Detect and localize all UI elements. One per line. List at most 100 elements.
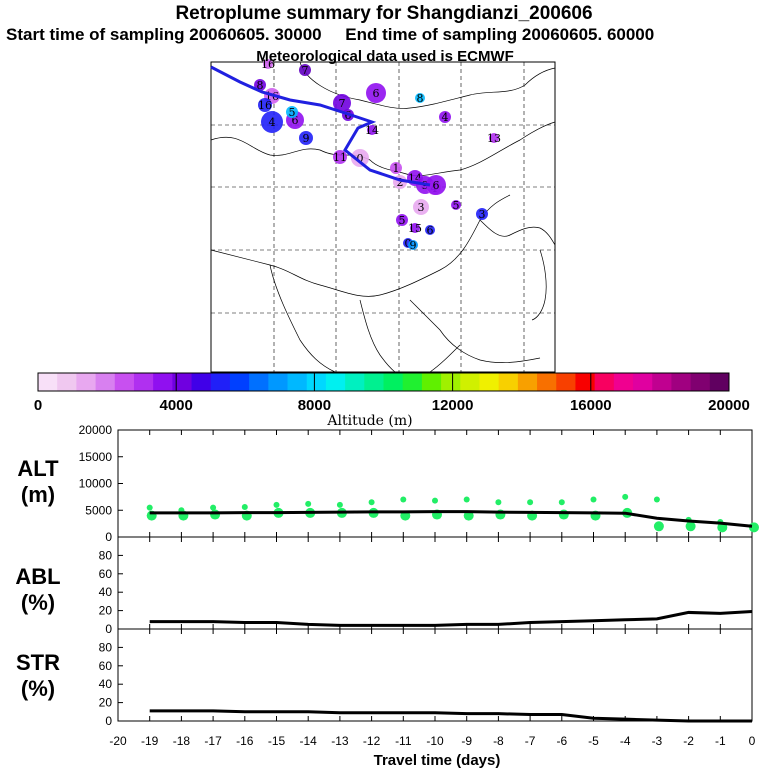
str-panel-label: STR (%) (8, 650, 68, 702)
colorbar-segment (460, 373, 480, 391)
colorbar-label: Altitude (m) (326, 413, 412, 429)
alt-particle-point (527, 499, 534, 506)
plume-marker (396, 214, 408, 226)
plume-marker-label: 7 (339, 97, 346, 110)
plume-marker (408, 240, 418, 250)
plume-marker-label: 8 (257, 79, 264, 92)
x-tick-label: -2 (683, 734, 694, 748)
plume-marker-label: 7 (302, 64, 309, 77)
colorbar-ticks: 0 4000 8000 12000 16000 20000 (34, 373, 750, 414)
plume-marker (254, 79, 266, 91)
alt-particle-point (210, 504, 217, 511)
plume-markers: 1681671646576146984131110214954365150693 (254, 58, 501, 252)
colorbar-segment (287, 373, 308, 391)
x-tick-label: -15 (268, 734, 286, 748)
plume-marker (351, 149, 369, 167)
colorbar-segment (671, 373, 692, 391)
plume-marker-label: 6 (433, 179, 440, 192)
str-y-tick-label: 80 (99, 640, 113, 654)
plume-marker (299, 131, 313, 145)
plume-marker (413, 199, 429, 215)
alt-particle-point (653, 496, 660, 503)
abl-y-tick-label: 0 (105, 622, 112, 636)
alt-particle-point (210, 509, 221, 520)
alt-y-tick-label: 15000 (79, 450, 113, 464)
x-tick-label: -17 (204, 734, 222, 748)
plume-marker (263, 59, 273, 69)
colorbar-tick-label: 8000 (298, 397, 331, 414)
colorbar-segment (652, 373, 672, 391)
x-tick-label: -3 (652, 734, 663, 748)
altitude-colorbar (37, 372, 730, 392)
plume-marker (333, 150, 347, 164)
str-label-top: STR (16, 650, 60, 675)
abl-panel-label: ABL (%) (8, 564, 68, 616)
colorbar-segment (306, 373, 327, 391)
alt-y-tick-label: 20000 (79, 423, 113, 437)
plume-marker-label: 4 (442, 111, 449, 124)
start-time: Start time of sampling 20060605. 30000 (6, 25, 322, 44)
plume-marker (390, 162, 402, 174)
colorbar-segment (268, 373, 289, 391)
abl-median-line (149, 610, 753, 627)
colorbar-segment (441, 373, 461, 391)
plume-marker (258, 98, 272, 112)
colorbar-segment (345, 373, 365, 391)
colorbar-segment (133, 373, 154, 391)
plume-marker-label: 5 (399, 214, 406, 227)
alt-particle-point (368, 499, 375, 506)
alt-particle-point (558, 509, 569, 520)
alt-particle-point (463, 496, 470, 503)
plume-marker (426, 175, 446, 195)
colorbar-segment (479, 373, 500, 391)
plume-marker-label: 16 (258, 99, 272, 112)
colorbar-segment (402, 373, 423, 391)
colorbar-segment (172, 373, 193, 391)
alt-particle-point (432, 497, 438, 504)
colorbar-segment (421, 373, 442, 391)
plume-marker (299, 64, 311, 76)
plume-marker-label: 3 (418, 201, 425, 214)
alt-particle-point (622, 493, 629, 500)
str-y-tick-label: 0 (105, 714, 112, 728)
plume-marker-label: 9 (303, 132, 310, 145)
plume-marker-label: 5 (289, 106, 296, 119)
alt-median-line (149, 510, 753, 528)
plume-marker-label: 16 (261, 58, 275, 71)
x-tick-label: -18 (173, 734, 191, 748)
plume-centroid-trajectory (210, 65, 431, 187)
x-tick-label: -1 (715, 734, 726, 748)
plume-marker (366, 83, 386, 103)
alt-particle-point (241, 504, 248, 511)
colorbar-segment (153, 373, 173, 391)
x-tick-label: -19 (141, 734, 159, 748)
alt-frame (117, 429, 753, 538)
str-y-tick-label: 60 (99, 659, 113, 673)
abl-y-tick-label: 80 (99, 548, 113, 562)
alt-particle-point (685, 521, 696, 532)
abl-y-tick-label: 20 (99, 604, 113, 618)
abl-frame (117, 536, 753, 630)
plume-marker-label: 4 (269, 116, 276, 129)
x-tick-label: -11 (395, 734, 412, 748)
colorbar-segment (498, 373, 519, 391)
colorbar-segment (594, 373, 615, 391)
colorbar-segment (249, 373, 269, 391)
colorbar-segment (191, 373, 212, 391)
x-axis-label: Travel time (days) (374, 752, 501, 768)
colorbar-tick-label: 20000 (708, 397, 750, 414)
plume-marker (333, 94, 351, 112)
plume-marker (476, 208, 488, 220)
colorbar-tick-label: 12000 (432, 397, 474, 414)
x-tick-label: -4 (620, 734, 631, 748)
colorbar-segment (517, 373, 538, 391)
plume-marker-label: 15 (408, 222, 422, 235)
plume-marker-label: 0 (357, 152, 364, 165)
alt-particle-point (273, 501, 280, 508)
colorbar-segment (556, 373, 576, 391)
plume-marker-label: 0 (405, 237, 412, 250)
str-median-line (149, 709, 752, 723)
x-tick-label: -16 (236, 734, 254, 748)
time-series-panels: 0 5000 10000 15000 20000 0 20 40 60 80 0 20 40 60 80 -2… (79, 423, 759, 748)
